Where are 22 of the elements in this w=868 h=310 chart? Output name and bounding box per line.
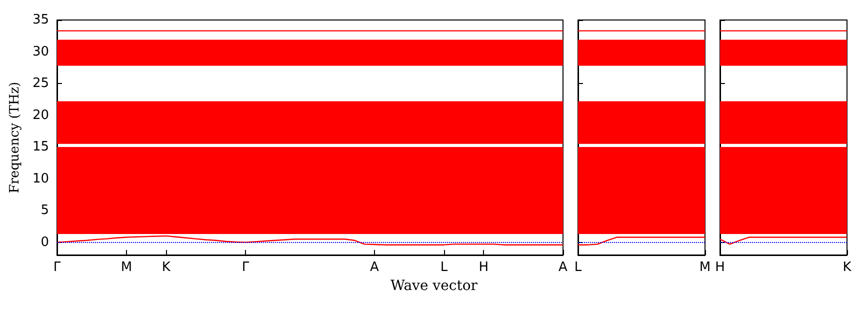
y-tick-label: 10 [32, 171, 49, 186]
x-tick-label: Γ [242, 260, 250, 275]
y-tick-label: 5 [40, 203, 49, 218]
y-tick-label: 25 [32, 76, 49, 92]
y-tick-label: 30 [32, 44, 49, 60]
x-tick-label: K [842, 260, 852, 275]
x-tick-label: H [478, 260, 489, 275]
x-tick-label: L [574, 260, 582, 275]
x-tick-label: A [370, 260, 380, 275]
y-tick-label: 35 [32, 12, 49, 28]
x-tick-label: H [715, 260, 725, 275]
y-tick-label: 0 [40, 234, 49, 250]
x-tick-label: A [558, 260, 568, 275]
y-tick-label: 20 [32, 108, 49, 123]
y-axis-title: Frequency (THz) [8, 82, 23, 194]
x-tick-label: M [120, 260, 132, 275]
x-tick-label: K [162, 260, 171, 275]
x-tick-label: Γ [53, 260, 62, 275]
x-tick-label: M [699, 260, 711, 275]
x-tick-label: L [440, 260, 448, 275]
y-tick-label: 15 [32, 140, 49, 155]
x-axis-title: Wave vector [390, 278, 478, 294]
